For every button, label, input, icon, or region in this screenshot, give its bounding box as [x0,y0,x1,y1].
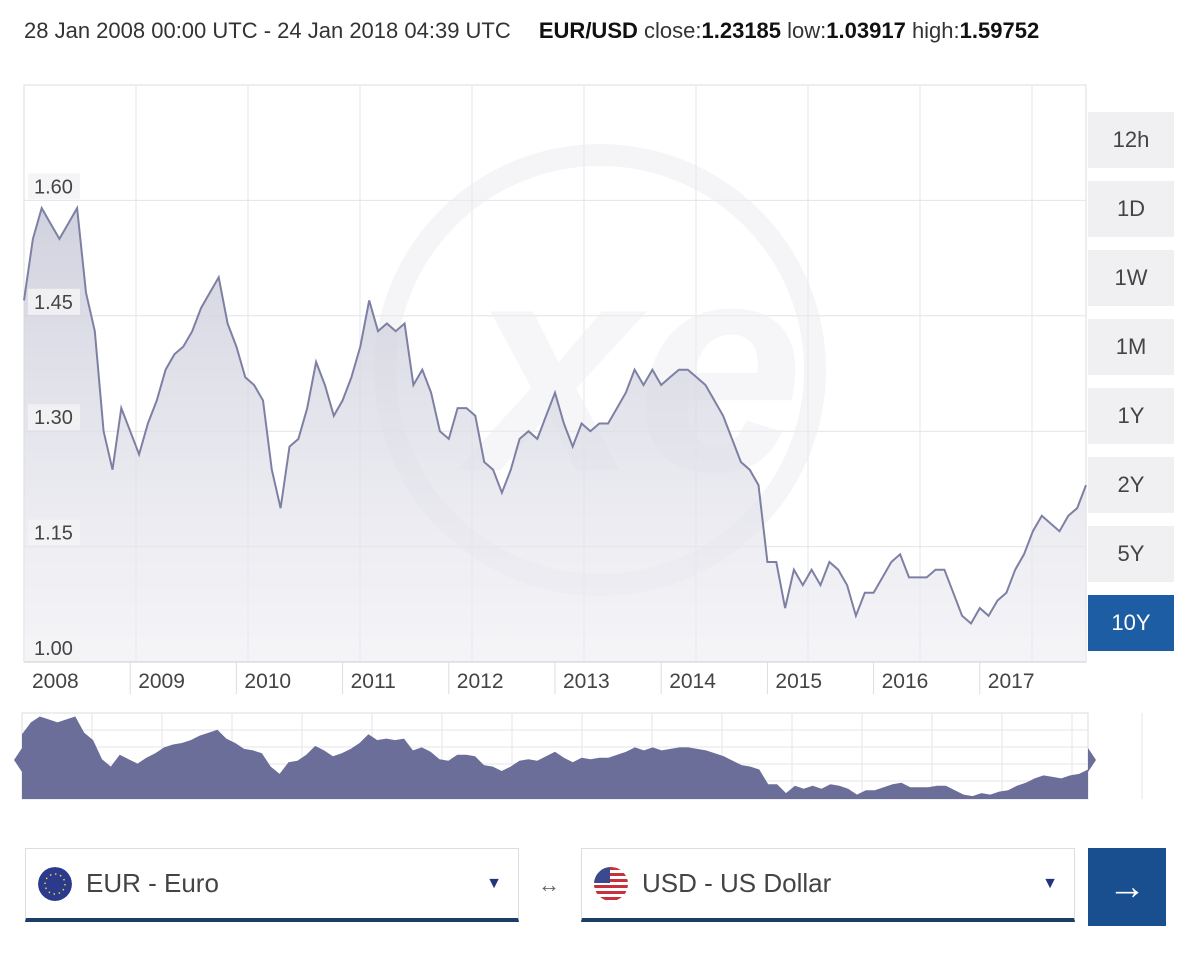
y-tick-label: 1.00 [34,638,73,660]
x-tick-label: 2017 [988,670,1035,693]
high-label: high: [911,18,960,43]
chevron-down-icon: ▼ [1042,874,1058,892]
range-button-1w[interactable]: 1W [1088,250,1174,306]
navigator-left-handle[interactable] [14,748,22,772]
close-label: close: [644,18,702,43]
y-axis-labels: 1.00 1.15 1.30 1.45 1.60 [28,173,80,661]
y-tick-label: 1.45 [34,292,73,314]
pair-name: EUR/USD [538,18,638,43]
to-currency-select[interactable]: USD - US Dollar ▼ [581,848,1075,922]
range-button-2y[interactable]: 2Y [1088,457,1174,513]
x-tick-label: 2013 [563,670,610,693]
y-tick-label: 1.60 [34,176,73,198]
range-button-1d[interactable]: 1D [1088,181,1174,237]
x-tick-label: 2014 [669,670,716,693]
us-flag-icon [594,866,628,901]
range-button-12h[interactable]: 12h [1088,112,1174,168]
chart-header: 28 Jan 2008 00:00 UTC - 24 Jan 2018 04:3… [24,18,1039,44]
range-button-1m[interactable]: 1M [1088,319,1174,375]
from-currency-select[interactable]: EUR - Euro ▼ [25,848,519,922]
range-button-1y[interactable]: 1Y [1088,388,1174,444]
x-axis-labels: 2008 2009 2010 2011 2012 2013 2014 2015 2016 2017 [32,662,1035,694]
range-button-5y[interactable]: 5Y [1088,526,1174,582]
x-tick-label: 2008 [32,670,79,693]
from-currency-label: EUR - Euro [86,868,219,898]
price-line [23,204,1087,626]
y-tick-label: 1.30 [34,407,73,429]
navigator-right-handle[interactable] [1088,748,1096,772]
x-tick-label: 2010 [244,670,291,693]
navigator-area [22,716,1088,799]
x-tick-label: 2012 [457,670,504,693]
x-tick-label: 2016 [882,670,929,693]
x-tick-label: 2015 [775,670,822,693]
to-currency-label: USD - US Dollar [642,868,832,898]
range-button-10y[interactable]: 10Y [1088,595,1174,651]
convert-arrow-button[interactable]: → [1088,848,1166,926]
high-value: 1.59752 [959,18,1040,43]
low-value: 1.03917 [826,18,906,43]
x-tick-label: 2009 [138,670,185,693]
date-range: 28 Jan 2008 00:00 UTC - 24 Jan 2018 04:3… [24,18,511,43]
low-label: low: [787,18,827,43]
close-value: 1.23185 [701,18,782,43]
x-tick-label: 2011 [351,670,396,693]
chevron-down-icon: ▼ [486,874,502,892]
price-area [24,208,1086,662]
exchange-rate-chart[interactable]: xe 1.001.151.301.451.60 2008 2009 2010 2011… [0,0,1200,810]
y-tick-label: 1.15 [34,523,73,545]
eu-flag-icon [38,866,72,901]
swap-icon[interactable]: ↔ [538,872,560,897]
